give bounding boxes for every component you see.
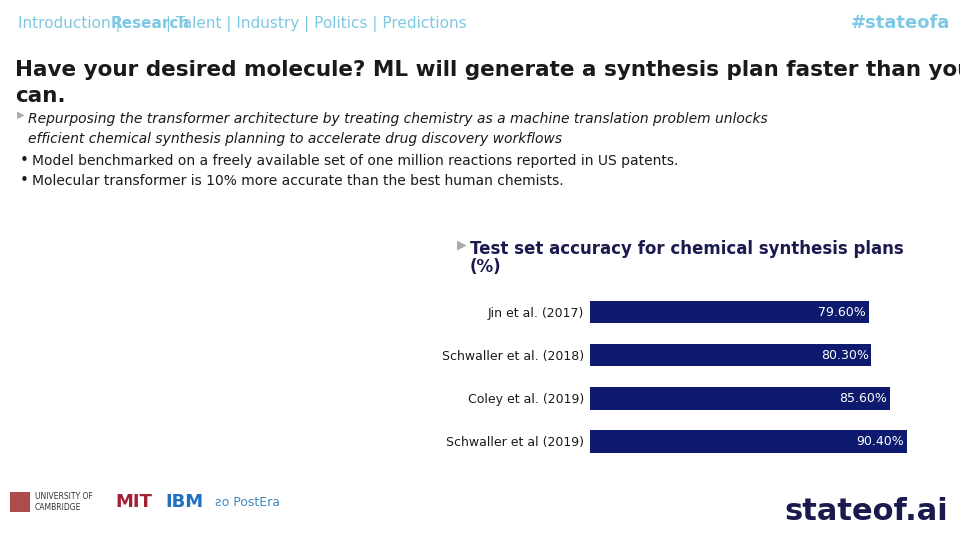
Text: Repurposing the transformer architecture by treating chemistry as a machine tran: Repurposing the transformer architecture… xyxy=(28,112,768,126)
Text: (%): (%) xyxy=(470,258,502,276)
Text: efficient chemical synthesis planning to accelerate drug discovery workflows: efficient chemical synthesis planning to… xyxy=(28,132,563,146)
Text: MIT: MIT xyxy=(115,493,152,511)
Text: ▶: ▶ xyxy=(457,238,467,251)
Text: 80.30%: 80.30% xyxy=(821,349,869,362)
Text: | Talent | Industry | Politics | Predictions: | Talent | Industry | Politics | Predict… xyxy=(160,16,467,31)
Text: UNIVERSITY OF
CAMBRIDGE: UNIVERSITY OF CAMBRIDGE xyxy=(35,491,93,512)
Text: 90.40%: 90.40% xyxy=(856,435,904,448)
Bar xyxy=(590,430,907,453)
Bar xyxy=(590,344,872,367)
Text: Test set accuracy for chemical synthesis plans: Test set accuracy for chemical synthesis… xyxy=(470,240,903,258)
Text: 85.60%: 85.60% xyxy=(839,392,887,405)
Text: stateof.ai: stateof.ai xyxy=(784,497,948,526)
Text: •: • xyxy=(20,153,29,168)
Text: IBM: IBM xyxy=(165,493,204,511)
Text: ƨo PostEra: ƨo PostEra xyxy=(215,496,280,509)
Text: #stateofa: #stateofa xyxy=(851,15,950,32)
Bar xyxy=(590,387,890,409)
Bar xyxy=(590,301,869,323)
Text: Have your desired molecule? ML will generate a synthesis plan faster than you: Have your desired molecule? ML will gene… xyxy=(15,60,960,80)
Text: Research: Research xyxy=(111,16,190,31)
Text: 79.60%: 79.60% xyxy=(819,306,866,319)
Text: Introduction |: Introduction | xyxy=(18,16,126,31)
FancyBboxPatch shape xyxy=(10,492,30,512)
Text: •: • xyxy=(20,173,29,188)
Text: Model benchmarked on a freely available set of one million reactions reported in: Model benchmarked on a freely available … xyxy=(32,154,679,168)
Text: can.: can. xyxy=(15,86,65,106)
Text: ▶: ▶ xyxy=(17,110,25,120)
Text: Molecular transformer is 10% more accurate than the best human chemists.: Molecular transformer is 10% more accura… xyxy=(32,174,564,188)
